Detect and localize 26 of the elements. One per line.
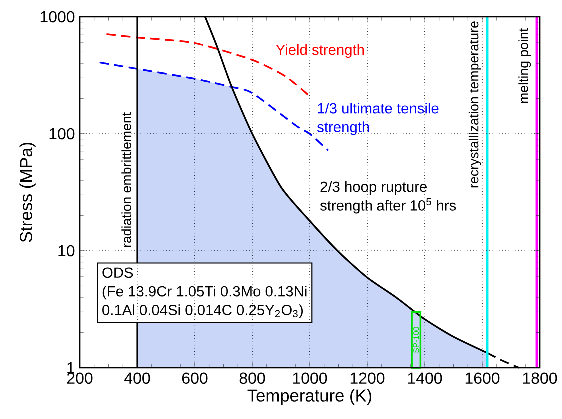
ref-line-label: radiation embrittlement	[122, 112, 132, 248]
y-tick-label: 1	[68, 362, 75, 374]
annotation: 0.1Al 0.04Si 0.014C 0.25Y$_{2}$O$_{3}$)	[102, 304, 303, 318]
x-tick-label: 1000	[293, 372, 328, 384]
line-series	[106, 34, 312, 98]
y-tick-label: 100	[50, 128, 75, 140]
y-axis-title: Stress (MPa)	[20, 143, 36, 242]
annotation: (Fe 13.9Cr 1.05Ti 0.3Mo 0.13Ni	[102, 286, 307, 300]
series-label: 1/3 ultimate tensile strength	[318, 102, 439, 136]
y-tick-label: 1000	[40, 11, 75, 23]
x-tick-label: 1400	[408, 372, 442, 384]
y-tick-label: 10	[58, 245, 75, 257]
series-label: Yield strength	[276, 44, 364, 58]
x-tick-label: 200	[67, 372, 93, 384]
x-tick-label: 1800	[523, 372, 558, 384]
x-tick-label: 600	[182, 372, 208, 384]
x-tick-label: 400	[124, 372, 150, 384]
x-axis-title: Temperature (K)	[248, 389, 372, 406]
ref-line-label: recrystallization temperature	[468, 22, 482, 188]
x-tick-label: 800	[240, 372, 266, 384]
text: SP-100	[414, 327, 420, 354]
series-label: 2/3 hoop rupture strength after 10$^{5}$ hrs	[320, 181, 456, 214]
ref-line-label: melting point	[518, 28, 532, 104]
x-tick-label: 1600	[466, 372, 500, 384]
annotation: ODS	[102, 268, 134, 278]
x-tick-label: 1200	[350, 372, 385, 384]
